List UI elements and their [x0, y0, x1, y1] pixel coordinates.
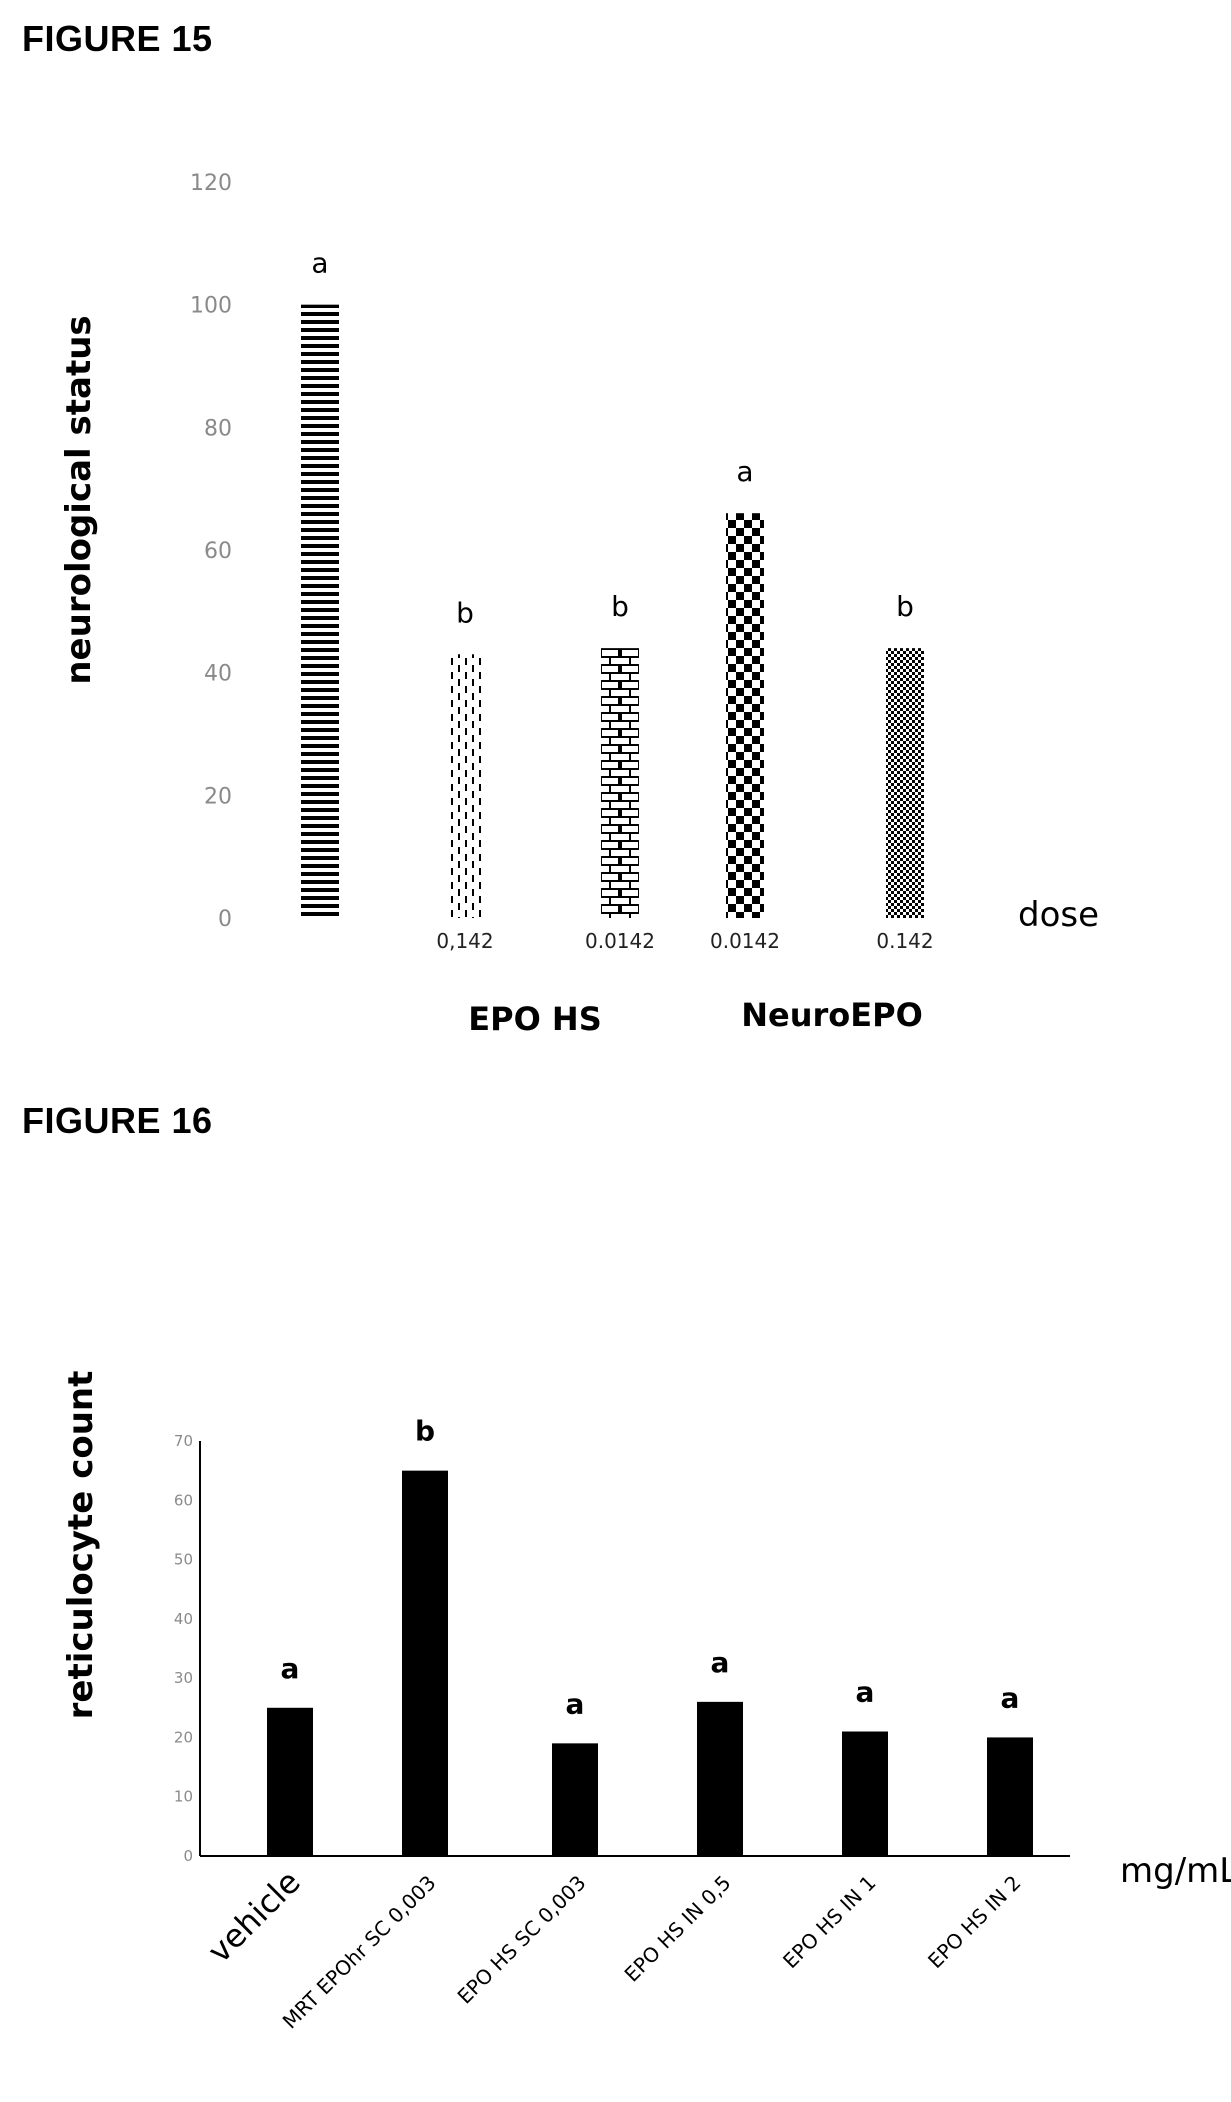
x-tick-label: EPO HS SC 0,003: [453, 1871, 591, 2009]
x-tick-label: EPO HS IN 0,5: [620, 1871, 736, 1987]
dose-tick-label: 0.0142: [710, 929, 780, 953]
significance-label: a: [281, 1652, 300, 1685]
significance-label: b: [415, 1415, 435, 1448]
dose-tick-label: 0.0142: [585, 929, 655, 953]
figure-15-title: FIGURE 15: [22, 18, 213, 59]
y-axis-label: reticulocyte count: [61, 1371, 101, 1720]
y-tick-label: 50: [174, 1551, 193, 1569]
bar: [697, 1701, 743, 1856]
figure-15-chart: 0 20 40 60 80 100 120 neurological status a b 0,14…: [59, 171, 1099, 1038]
significance-label: a: [1001, 1681, 1020, 1714]
bar: [402, 1470, 448, 1856]
y-tick-label: 60: [174, 1491, 193, 1509]
bar: [987, 1737, 1033, 1856]
dose-tick-label: 0.142: [876, 929, 933, 953]
group-label: EPO HS: [468, 1000, 601, 1038]
y-tick-label: 100: [190, 294, 232, 319]
significance-label: a: [856, 1676, 875, 1709]
bar: [267, 1707, 313, 1856]
figure-16-chart: 0 10 20 30 40 50 60 70 reticulocyte count a vehicl…: [61, 1371, 1231, 2034]
bar: [726, 513, 764, 918]
y-tick-label: 80: [204, 416, 232, 441]
y-tick-label: 60: [204, 539, 232, 564]
y-tick-label: 0: [183, 1847, 193, 1865]
y-tick-label: 40: [204, 662, 232, 687]
bar: [301, 304, 339, 919]
y-tick-label: 20: [174, 1728, 193, 1746]
y-tick-label: 20: [204, 784, 232, 809]
y-tick-label: 70: [174, 1432, 193, 1450]
significance-label: b: [896, 590, 914, 623]
bar: [601, 648, 639, 918]
bar: [842, 1731, 888, 1856]
x-tick-label: vehicle: [200, 1863, 307, 1970]
significance-label: b: [611, 590, 629, 623]
dose-tick-label: 0,142: [436, 929, 493, 953]
significance-label: a: [566, 1687, 585, 1720]
figure-16-title: FIGURE 16: [22, 1100, 213, 1141]
bar: [446, 654, 484, 918]
bar: [886, 648, 924, 918]
significance-label: a: [311, 247, 328, 280]
y-tick-label: 0: [218, 907, 232, 932]
unit-label: mg/mL: [1120, 1851, 1231, 1891]
x-tick-label: EPO HS IN 1: [778, 1871, 880, 1973]
x-tick-label: EPO HS IN 2: [923, 1871, 1025, 1973]
dose-axis-label: dose: [1018, 895, 1099, 935]
y-axis-label: neurological status: [59, 315, 99, 684]
y-tick-label: 120: [190, 171, 232, 196]
bar: [552, 1743, 598, 1856]
y-tick-label: 10: [174, 1788, 193, 1806]
significance-label: a: [711, 1646, 730, 1679]
significance-label: b: [456, 596, 474, 629]
group-label: NeuroEPO: [741, 996, 923, 1034]
y-tick-label: 40: [174, 1610, 193, 1628]
y-tick-label: 30: [174, 1669, 193, 1687]
significance-label: a: [736, 455, 753, 488]
